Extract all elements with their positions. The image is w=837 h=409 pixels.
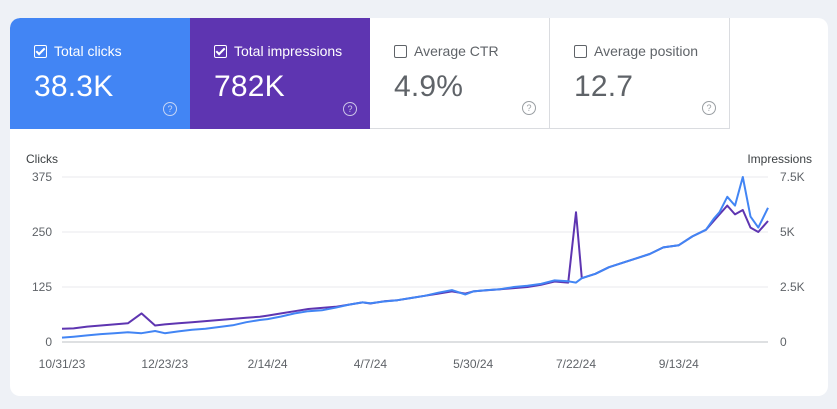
metric-label: Average CTR [414, 43, 499, 59]
right-axis-ticks: 0 2.5K 5K 7.5K [780, 170, 805, 349]
metric-value: 12.7 [574, 70, 634, 103]
x-tick-label: 7/22/24 [556, 357, 596, 371]
left-tick-label: 125 [32, 280, 52, 294]
checkbox-unchecked-icon[interactable] [574, 44, 587, 58]
help-icon[interactable]: ? [163, 102, 177, 116]
x-tick-label: 10/31/23 [39, 357, 86, 371]
metric-total-clicks[interactable]: Total clicks 38.3K ? [10, 18, 190, 129]
impressions-line[interactable] [61, 204, 769, 330]
x-axis-ticks: 10/31/23 12/23/23 2/14/24 4/7/24 5/30/24 7/22… [39, 357, 699, 371]
metric-label: Total clicks [54, 43, 122, 59]
x-tick-label: 12/23/23 [141, 357, 188, 371]
help-icon[interactable]: ? [522, 101, 536, 115]
left-tick-label: 375 [32, 170, 52, 184]
right-tick-label: 2.5K [780, 280, 805, 294]
right-tick-label: 5K [780, 225, 795, 239]
metric-value: 4.9% [394, 70, 464, 103]
chart-grid [62, 176, 768, 343]
metric-total-impressions[interactable]: Total impressions 782K ? [190, 18, 370, 129]
chart-lines [61, 176, 769, 339]
right-tick-label: 0 [780, 335, 787, 349]
metric-value: 782K [214, 70, 285, 103]
help-icon[interactable]: ? [702, 101, 716, 115]
left-tick-label: 0 [45, 335, 52, 349]
metric-average-ctr[interactable]: Average CTR 4.9% ? [370, 18, 550, 129]
x-tick-label: 5/30/24 [453, 357, 493, 371]
performance-card: Total clicks 38.3K ? Total impressions 7… [10, 18, 828, 396]
performance-chart: Clicks Impressions 0 125 250 375 0 2.5K 5K 7.5… [26, 152, 812, 371]
metric-tiles: Total clicks 38.3K ? Total impressions 7… [10, 18, 730, 129]
left-tick-label: 250 [32, 225, 52, 239]
left-axis-ticks: 0 125 250 375 [32, 170, 52, 349]
metric-value: 38.3K [34, 70, 114, 103]
checkbox-checked-icon[interactable] [34, 44, 47, 58]
right-axis-title: Impressions [747, 152, 812, 166]
clicks-line[interactable] [61, 176, 769, 339]
checkbox-checked-icon[interactable] [214, 44, 227, 58]
help-icon[interactable]: ? [343, 102, 357, 116]
checkbox-unchecked-icon[interactable] [394, 44, 407, 58]
x-tick-label: 9/13/24 [659, 357, 699, 371]
metric-label: Total impressions [234, 43, 343, 59]
right-tick-label: 7.5K [780, 170, 805, 184]
x-tick-label: 2/14/24 [248, 357, 288, 371]
left-axis-title: Clicks [26, 152, 58, 166]
x-tick-label: 4/7/24 [354, 357, 388, 371]
metric-average-position[interactable]: Average position 12.7 ? [550, 18, 730, 129]
metric-label: Average position [594, 43, 699, 59]
